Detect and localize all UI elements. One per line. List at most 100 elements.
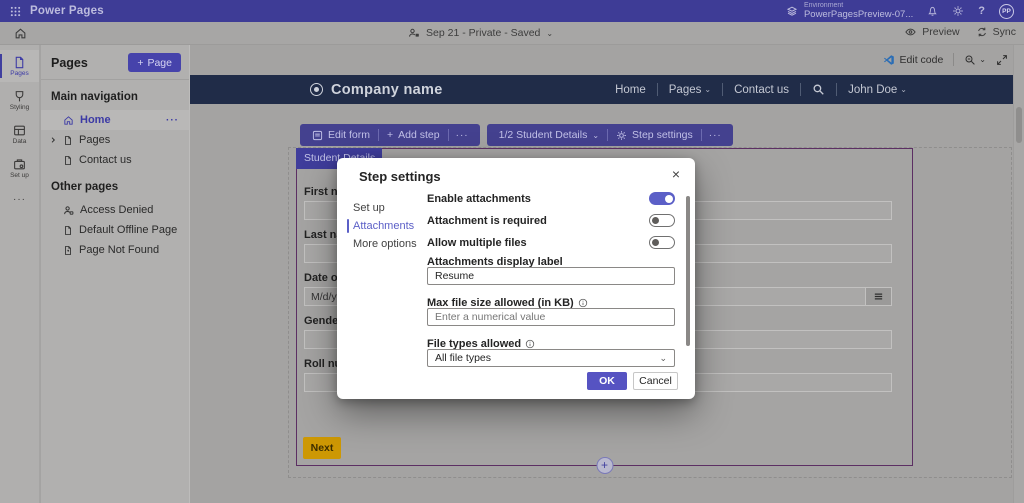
enable-attachments-label: Enable attachments [427, 192, 531, 205]
chevron-down-icon: ⌄ [659, 352, 667, 363]
settings-gear-icon[interactable] [952, 5, 964, 17]
more-options-icon[interactable]: ··· [166, 114, 179, 126]
attachment-required-label: Attachment is required [427, 214, 547, 227]
sidebar-item-page-not-found[interactable]: Page Not Found [41, 240, 189, 260]
panel-title: Pages [51, 55, 88, 70]
pages-panel: Pages + Page Main navigation Home ··· Pa… [41, 45, 190, 503]
input-placeholder: Enter a numerical value [435, 311, 546, 323]
company-name: Company name [331, 81, 443, 98]
plus-icon: + [387, 129, 394, 141]
section-heading-main-navigation: Main navigation [51, 91, 138, 103]
site-nav-home[interactable]: Home [615, 83, 646, 96]
vscode-icon [883, 54, 895, 66]
data-table-icon [13, 124, 26, 137]
zoom-control[interactable]: ⌄ [964, 54, 986, 66]
add-step-label: Add step [398, 129, 440, 141]
step-selector-label: 1/2 Student Details [498, 129, 588, 141]
rail-item-label: Styling [9, 103, 30, 111]
chevron-right-icon[interactable] [49, 136, 57, 144]
sidebar-item-default-offline-page[interactable]: Default Offline Page [41, 220, 189, 240]
date-picker-button[interactable] [865, 287, 892, 306]
add-page-button[interactable]: + Page [128, 53, 181, 72]
page-question-icon [63, 245, 73, 256]
app-launcher-waffle-icon[interactable] [0, 6, 30, 17]
step-settings-button[interactable]: Step settings [608, 129, 701, 141]
sync-button[interactable]: Sync [976, 26, 1016, 38]
rail-item-data[interactable]: Data [0, 118, 39, 150]
sidebar-item-contact-us[interactable]: Contact us [41, 150, 189, 170]
allow-multiple-files-label: Allow multiple files [427, 236, 527, 249]
form-toolbar-group-1: Edit form + Add step ··· [300, 124, 480, 146]
more-options-icon[interactable]: ··· [455, 129, 469, 141]
rail-more-icon[interactable]: ··· [13, 194, 26, 205]
ok-button[interactable]: OK [587, 372, 627, 390]
step-selector-dropdown[interactable]: 1/2 Student Details ⌄ [491, 129, 607, 141]
more-options-icon[interactable]: ··· [708, 129, 722, 141]
preview-label: Preview [922, 26, 960, 38]
environment-picker[interactable]: Environment PowerPagesPreview-07... [786, 2, 913, 20]
command-bar: Sep 21 - Private - Saved ⌄ Preview Sync [0, 22, 1024, 45]
sidebar-item-home[interactable]: Home ··· [41, 110, 189, 130]
dialog-tab-attachments[interactable]: Attachments [347, 217, 419, 235]
canvas-scrollbar[interactable] [1013, 45, 1024, 503]
step-settings-label: Step settings [632, 129, 693, 141]
environment-icon [786, 5, 798, 17]
max-file-size-input[interactable]: Enter a numerical value [427, 308, 675, 326]
app-title: Power Pages [30, 5, 104, 17]
edit-code-button[interactable]: Edit code [883, 53, 944, 66]
gear-icon [616, 130, 627, 141]
site-brand[interactable]: Company name [310, 82, 443, 98]
user-avatar[interactable]: PP [999, 3, 1014, 19]
close-icon[interactable]: × [671, 166, 680, 182]
home-icon[interactable] [14, 27, 27, 40]
edit-form-button[interactable]: Edit form [304, 129, 378, 141]
info-icon[interactable] [525, 339, 535, 349]
fullscreen-expand-icon[interactable] [996, 54, 1008, 66]
person-lock-icon [63, 205, 74, 216]
environment-label: Environment [803, 1, 844, 9]
left-rail: Pages Styling Data Set up ··· [0, 45, 40, 503]
chevron-down-icon: ⌄ [704, 85, 712, 94]
site-nav-user[interactable]: John Doe ⌄ [848, 83, 907, 96]
attachments-display-label-input[interactable]: Resume [427, 267, 675, 285]
rail-item-styling[interactable]: Styling [0, 84, 39, 116]
rail-item-label: Data [12, 137, 27, 145]
site-nav-contact-us[interactable]: Contact us [734, 83, 790, 96]
dialog-scrollbar[interactable] [686, 196, 690, 385]
sidebar-item-pages[interactable]: Pages [41, 130, 189, 150]
site-nav-pages[interactable]: Pages ⌄ [668, 83, 712, 96]
allow-multiple-files-toggle[interactable] [649, 236, 675, 249]
notifications-bell-icon[interactable] [927, 5, 938, 17]
environment-name: PowerPagesPreview-07... [803, 8, 914, 20]
add-step-button[interactable]: + Add step [379, 129, 448, 141]
attachment-required-toggle[interactable] [649, 214, 675, 227]
add-section-button[interactable]: + [596, 457, 613, 474]
preview-button[interactable]: Preview [904, 26, 960, 38]
sidebar-item-label: Page Not Found [79, 244, 160, 256]
info-icon[interactable] [578, 298, 588, 308]
rail-item-pages[interactable]: Pages [0, 50, 39, 82]
styling-brush-icon [13, 90, 26, 103]
sync-icon [976, 26, 988, 38]
rail-item-setup[interactable]: Set up [0, 152, 39, 184]
dialog-tab-set-up[interactable]: Set up [353, 202, 385, 214]
app-top-bar: Power Pages Environment PowerPagesPrevie… [0, 0, 1024, 22]
site-header: Company name Home Pages ⌄ Contact us John… [190, 75, 1013, 104]
sync-label: Sync [992, 26, 1016, 38]
plus-icon: + [137, 56, 144, 69]
edit-code-label: Edit code [899, 53, 944, 66]
dialog-tab-more-options[interactable]: More options [353, 238, 417, 250]
next-button[interactable]: Next [303, 437, 341, 459]
eye-icon [904, 26, 917, 38]
chevron-down-icon: ⌄ [546, 28, 554, 38]
max-file-size-label: Max file size allowed (in KB) [427, 297, 675, 309]
sidebar-item-access-denied[interactable]: Access Denied [41, 200, 189, 220]
cancel-button[interactable]: Cancel [633, 372, 678, 390]
file-types-allowed-select[interactable]: All file types ⌄ [427, 349, 675, 367]
search-icon[interactable] [812, 83, 825, 96]
chevron-down-icon: ⌄ [592, 130, 600, 140]
enable-attachments-toggle[interactable] [649, 192, 675, 205]
site-status[interactable]: Sep 21 - Private - Saved ⌄ [408, 27, 553, 39]
help-icon[interactable]: ? [978, 5, 985, 17]
sidebar-item-label: Pages [79, 134, 111, 146]
